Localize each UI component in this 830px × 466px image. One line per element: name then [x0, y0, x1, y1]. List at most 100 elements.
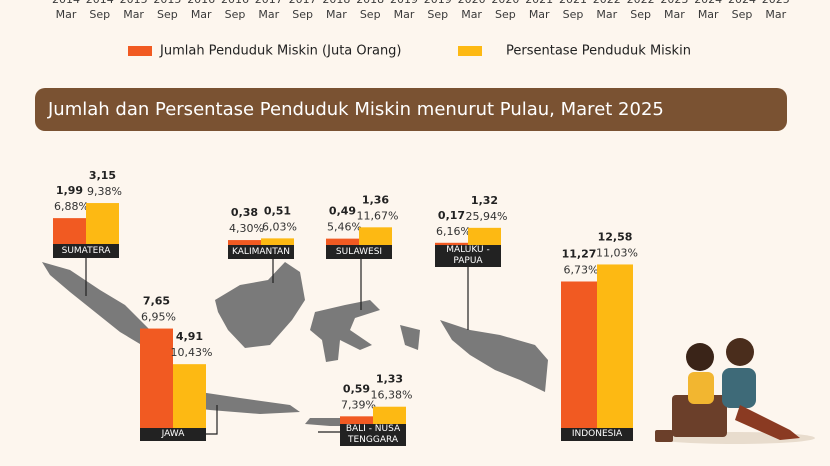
- region-label: INDONESIA: [561, 428, 633, 441]
- timeline-month: Mar: [664, 8, 685, 21]
- bar: [597, 264, 633, 428]
- timeline-year: 2018: [356, 0, 384, 6]
- percent-label: 6,73%: [564, 263, 599, 276]
- timeline-year: 2024: [728, 0, 756, 6]
- bar: [228, 240, 261, 245]
- timeline-month: Mar: [461, 8, 482, 21]
- timeline-year: 2018: [322, 0, 350, 6]
- timeline-month: Mar: [394, 8, 415, 21]
- timeline-year: 2019: [390, 0, 418, 6]
- title-banner: [35, 88, 787, 131]
- bar: [435, 242, 468, 245]
- value-label: 1,33: [376, 373, 403, 386]
- percent-label: 7,39%: [341, 398, 376, 411]
- timeline-month: Sep: [427, 8, 448, 21]
- percent-label: 6,88%: [54, 200, 89, 213]
- bar: [140, 328, 173, 428]
- illustration: [655, 338, 815, 444]
- timeline-year: 2021: [559, 0, 587, 6]
- value-label: 7,65: [143, 295, 170, 308]
- timeline-year: 2014: [52, 0, 80, 6]
- timeline-year: 2021: [525, 0, 553, 6]
- connector: [205, 405, 218, 435]
- timeline-month: Mar: [596, 8, 617, 21]
- timeline-month: Sep: [630, 8, 651, 21]
- timeline-year: 2023: [660, 0, 688, 6]
- bar: [173, 364, 206, 428]
- island-kalimantan: [215, 262, 305, 348]
- legs: [735, 405, 800, 440]
- value-label: 1,99: [56, 184, 83, 197]
- timeline-year: 2022: [627, 0, 655, 6]
- timeline-month: Mar: [765, 8, 786, 21]
- bar: [468, 227, 501, 245]
- island-maluku: [400, 325, 420, 350]
- map: [42, 262, 548, 426]
- timeline-month: Sep: [89, 8, 110, 21]
- percent-label: 9,38%: [87, 185, 122, 198]
- bag: [672, 395, 727, 437]
- body-shape: [688, 372, 714, 404]
- region-label: KALIMANTAN: [228, 245, 294, 259]
- bar: [373, 406, 406, 424]
- bar: [53, 218, 86, 244]
- legend-swatch: [458, 46, 482, 56]
- timeline-year: 2019: [424, 0, 452, 6]
- timeline-year: 2016: [221, 0, 249, 6]
- region-box: BALI - NUSA TENGGARA: [340, 424, 406, 446]
- value-label: 0,51: [264, 204, 291, 217]
- legend-label: Jumlah Penduduk Miskin (Juta Orang): [159, 44, 402, 59]
- bar: [326, 238, 359, 245]
- percent-label: 16,38%: [371, 389, 413, 402]
- timeline-month: Mar: [698, 8, 719, 21]
- timeline-month: Sep: [225, 8, 246, 21]
- timeline-year: 2017: [289, 0, 317, 6]
- timeline-month: Mar: [529, 8, 550, 21]
- timeline-year: 2016: [187, 0, 215, 6]
- timeline-year: 2020: [491, 0, 519, 6]
- timeline-month: Sep: [563, 8, 584, 21]
- region-box: SUMATERA: [53, 244, 119, 258]
- body-shape: [722, 368, 756, 408]
- region-label: MALUKU - PAPUA: [435, 245, 501, 267]
- region-label: JAWA: [140, 428, 206, 441]
- timeline-year: 2022: [593, 0, 621, 6]
- region-box: INDONESIA: [561, 428, 633, 441]
- percent-label: 5,46%: [327, 221, 362, 234]
- value-label: 0,49: [329, 205, 356, 218]
- percent-label: 25,94%: [466, 210, 508, 223]
- value-label: 12,58: [598, 230, 633, 243]
- timeline-month: Sep: [495, 8, 516, 21]
- timeline-month: Mar: [258, 8, 279, 21]
- timeline-month: Mar: [191, 8, 212, 21]
- value-label: 0,38: [231, 206, 258, 219]
- value-label: 0,59: [343, 382, 370, 395]
- timeline-month: Mar: [123, 8, 144, 21]
- bar: [359, 227, 392, 245]
- value-label: 4,91: [176, 330, 203, 343]
- legend-label: Persentase Penduduk Miskin: [506, 44, 691, 59]
- region-label: SUMATERA: [53, 244, 119, 258]
- timeline-month: Mar: [326, 8, 347, 21]
- timeline-month: Sep: [732, 8, 753, 21]
- percent-label: 10,43%: [171, 346, 213, 359]
- timeline-year: 2024: [694, 0, 722, 6]
- region-box: SULAWESI: [326, 245, 392, 259]
- region-label: SULAWESI: [326, 245, 392, 259]
- timeline-year: 2017: [255, 0, 283, 6]
- percent-label: 6,03%: [262, 220, 297, 233]
- island-sumatera: [42, 262, 160, 350]
- bar: [561, 281, 597, 428]
- value-label: 1,32: [471, 194, 498, 207]
- head: [686, 343, 714, 371]
- bar: [86, 203, 119, 244]
- legend-swatch: [128, 46, 152, 56]
- region-box: JAWA: [140, 428, 206, 441]
- value-label: 0,17: [438, 209, 465, 222]
- timeline-year: 2015: [120, 0, 148, 6]
- island-sulawesi: [310, 300, 380, 362]
- cup: [655, 430, 673, 442]
- region-box: MALUKU - PAPUA: [435, 245, 501, 267]
- percent-label: 11,67%: [357, 209, 399, 222]
